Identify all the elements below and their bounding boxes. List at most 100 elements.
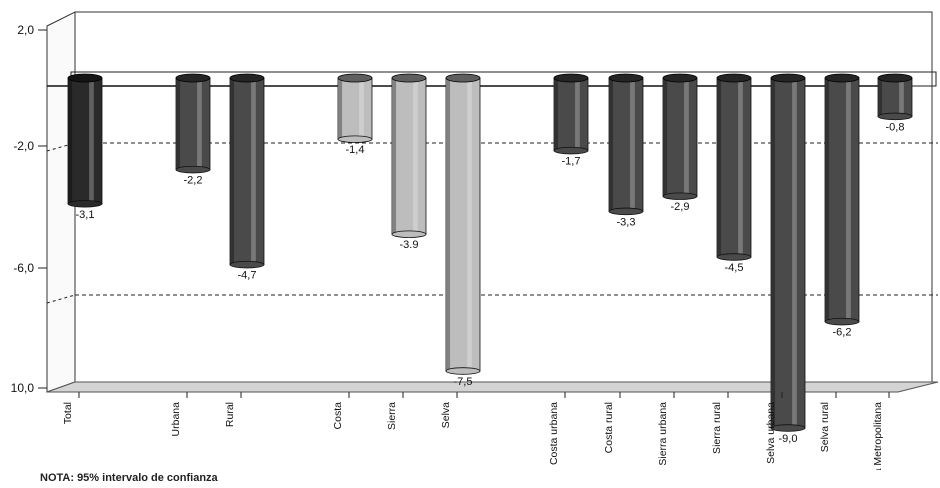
bar-bottom	[391, 230, 427, 238]
bar-bottom	[770, 424, 806, 432]
bar-cap	[877, 73, 913, 83]
bar	[662, 73, 698, 200]
bar-body	[445, 77, 481, 372]
bar-cap	[67, 73, 103, 83]
bar-body	[337, 77, 373, 140]
bar-highlight	[359, 78, 364, 140]
bar-body	[877, 77, 913, 117]
bar-shadow	[230, 78, 235, 265]
bar-shadow	[176, 78, 181, 170]
data-label: -3,1	[76, 209, 95, 221]
bar-body	[608, 77, 644, 212]
bar-shadow	[392, 78, 397, 235]
bar	[608, 73, 644, 216]
x-category-label: Sierra rural	[711, 402, 723, 454]
bar-cap	[445, 73, 481, 83]
bar-body	[716, 77, 752, 258]
confidence-note: NOTA: 95% intervalo de confianza	[40, 472, 218, 484]
bar-bottom	[553, 146, 589, 155]
bar-highlight	[197, 78, 202, 170]
bar-cap	[716, 73, 752, 83]
bar-chart: 2,0 -2,0 -6,0 10,0 -3,1 -2,2 -4,7 -1,4 -3.9 -7,5…	[11, 11, 939, 470]
x-category-label: Selva	[440, 402, 452, 428]
bar-shadow	[663, 78, 668, 197]
bar-highlight	[251, 78, 256, 265]
data-label: -4,5	[725, 262, 744, 274]
data-label: -4,7	[238, 270, 257, 282]
data-label: -0,8	[886, 121, 905, 133]
x-category-label: Total	[62, 402, 74, 424]
bar-shadow	[554, 78, 559, 151]
bar-shadow	[68, 78, 73, 204]
x-category-label: Lima Metropolitana	[872, 402, 884, 470]
bar-cap	[770, 73, 806, 83]
bar-body	[229, 77, 265, 266]
x-axis: Total Urbana Rural Costa Sierra Selva Costa ur…	[62, 392, 890, 470]
bar-cap	[229, 73, 265, 83]
bar-bottom	[445, 367, 481, 375]
bar-highlight	[899, 78, 904, 117]
reference-line-depth	[46, 294, 76, 304]
bar-bottom	[175, 165, 211, 174]
data-label: -1,4	[346, 144, 365, 156]
bar-cap	[337, 73, 373, 83]
x-category-label: Urbana	[170, 402, 182, 437]
bars	[67, 73, 913, 432]
y-tick-label: 2,0	[17, 23, 34, 37]
x-category-label: Costa rural	[603, 402, 615, 453]
x-category-label: Sierra urbana	[657, 402, 669, 466]
bar-shadow	[446, 78, 451, 371]
bar-bottom	[337, 135, 373, 143]
bar	[229, 73, 265, 269]
bar-bottom	[824, 317, 860, 326]
bar-body	[770, 77, 806, 429]
data-label: -3,3	[617, 216, 636, 228]
bar	[67, 73, 103, 208]
data-label: -9,0	[779, 433, 798, 445]
bar-body	[175, 77, 211, 170]
bar-shadow	[825, 78, 830, 322]
bar-highlight	[467, 78, 472, 371]
value-labels: -3,1 -2,2 -4,7 -1,4 -3.9 -7,5 -1,7 -3,3 -2,9 -4,5…	[76, 121, 905, 445]
floor	[46, 381, 939, 393]
bar-bottom	[67, 200, 103, 208]
x-category-label: Costa	[332, 402, 344, 430]
data-label: -6,2	[833, 327, 852, 339]
x-category-label: Selva rural	[819, 402, 831, 452]
bar	[337, 73, 373, 143]
bar	[877, 73, 913, 121]
bar-shadow	[771, 78, 776, 428]
bar-shadow	[717, 78, 722, 257]
y-tick-label: -6,0	[13, 261, 34, 275]
bar-highlight	[738, 78, 743, 257]
bar-bottom	[229, 260, 265, 269]
data-label: -3.9	[400, 239, 419, 251]
bar-body	[662, 77, 698, 197]
bar-highlight	[846, 78, 851, 322]
y-axis: 2,0 -2,0 -6,0 10,0	[11, 23, 47, 395]
bar	[824, 73, 860, 326]
bar-bottom	[662, 192, 698, 200]
bar	[716, 73, 752, 261]
bar-shadow	[878, 78, 883, 117]
bar-cap	[608, 73, 644, 83]
bar-shadow	[609, 78, 614, 212]
bar	[445, 73, 481, 375]
bar-cap	[553, 73, 589, 83]
bar	[553, 73, 589, 155]
bar-body	[553, 77, 589, 151]
bar-highlight	[684, 78, 689, 197]
bar-shadow	[338, 78, 343, 140]
x-category-label: Selva urbana	[765, 402, 777, 464]
x-category-label: Costa urbana	[548, 402, 560, 465]
data-label: -2,2	[184, 175, 203, 187]
bar	[175, 73, 211, 174]
bar-highlight	[575, 78, 580, 151]
bar-body	[391, 77, 427, 235]
data-label: -1,7	[562, 156, 581, 168]
bar-cap	[824, 73, 860, 83]
y-tick-label: 10,0	[11, 381, 35, 395]
x-category-label: Sierra	[386, 402, 398, 430]
bar-bottom	[608, 207, 644, 216]
